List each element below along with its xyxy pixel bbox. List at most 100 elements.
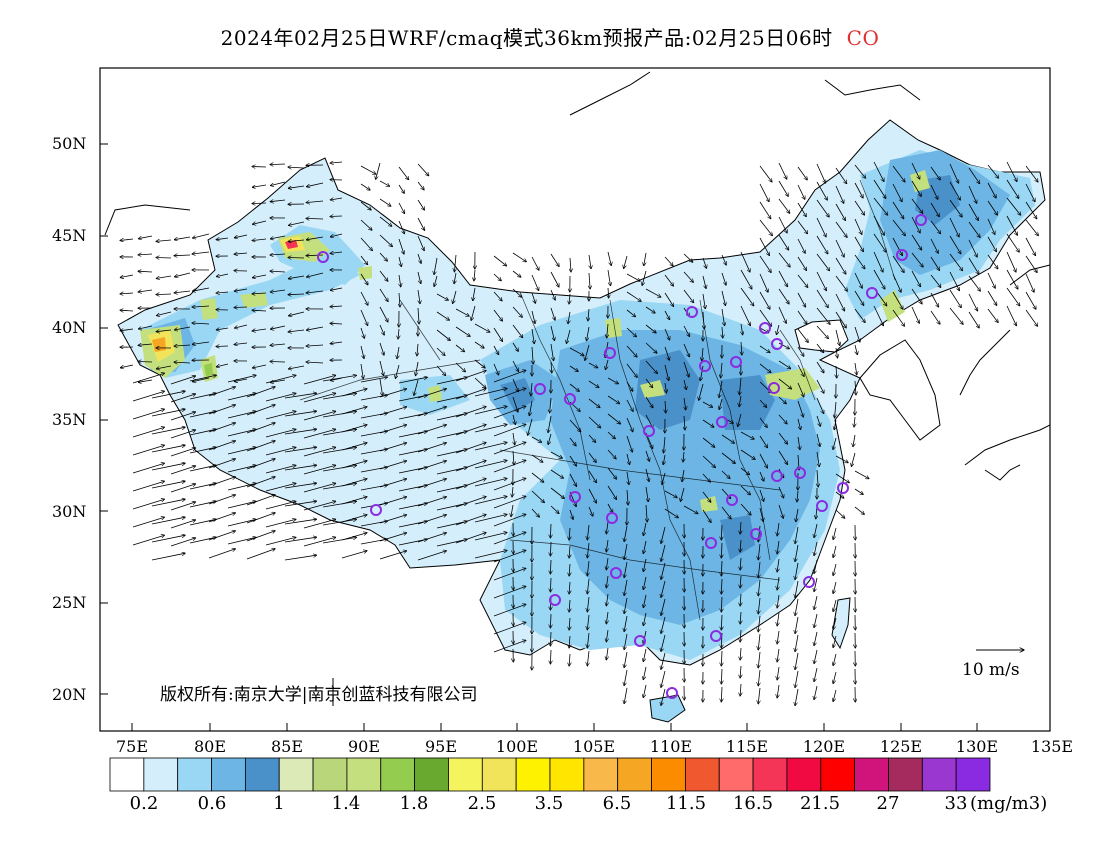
station-marker (816, 500, 828, 512)
station-marker (549, 594, 561, 606)
station-marker (771, 338, 783, 350)
map-frame (99, 67, 1051, 732)
colorbar-swatch (414, 757, 449, 792)
map-title: 2024年02月25日WRF/cmaq模式36km预报产品:02月25日06时 C… (0, 22, 1100, 51)
station-marker (370, 504, 382, 516)
colorbar-swatch (921, 757, 957, 792)
station-marker (610, 567, 622, 579)
colorbar-label: 6.5 (602, 793, 632, 814)
colorbar-swatch (854, 757, 889, 792)
lon-label: 130E (955, 737, 999, 756)
station-marker (759, 322, 771, 334)
station-marker (750, 528, 762, 540)
station-markers (317, 214, 927, 699)
station-marker (730, 356, 742, 368)
station-marker (686, 306, 698, 318)
station-marker (569, 491, 581, 503)
colorbar-swatch (888, 757, 923, 792)
colorbar-swatch (380, 757, 416, 792)
colorbar-label: 0.6 (197, 793, 227, 814)
lon-label: 95E (424, 737, 458, 756)
station-marker (606, 512, 618, 524)
colorbar-label: 1.4 (331, 793, 361, 814)
colorbar-swatch (481, 757, 517, 792)
colorbar-label: 3.5 (534, 793, 564, 814)
colorbar-swatch (515, 757, 551, 792)
station-marker (666, 687, 678, 699)
station-marker (634, 635, 646, 647)
map-body (104, 71, 1050, 723)
lon-label: 100E (495, 737, 539, 756)
lon-label: 125E (879, 737, 923, 756)
colorbar-swatch (786, 757, 822, 792)
station-marker (705, 537, 717, 549)
station-marker (643, 425, 655, 437)
colorbar-label: 21.5 (799, 793, 841, 814)
lon-label: 85E (270, 737, 304, 756)
station-marker (768, 382, 780, 394)
station-marker (716, 416, 728, 428)
colorbar-swatch (244, 757, 280, 792)
lon-label: 115E (725, 737, 769, 756)
lon-label: 90E (347, 737, 381, 756)
colorbar-swatch (752, 757, 788, 792)
lat-label: 50N (52, 134, 87, 153)
station-marker (915, 214, 927, 226)
title-main: 2024年02月25日WRF/cmaq模式36km预报产品:02月25日06时 (220, 26, 833, 50)
lat-label: 40N (52, 318, 87, 337)
colorbar-label: 16.5 (732, 793, 774, 814)
colorbar (109, 757, 991, 792)
colorbar-swatch (346, 757, 382, 792)
station-marker (896, 249, 908, 261)
lat-label: 35N (52, 410, 87, 429)
colorbar-swatch (109, 757, 145, 792)
station-marker (866, 287, 878, 299)
lat-label: 25N (52, 593, 87, 612)
lon-label: 120E (802, 737, 846, 756)
colorbar-swatch (211, 757, 246, 792)
colorbar-unit: (mg/m3) (970, 793, 1048, 814)
colorbar-swatch (820, 757, 856, 792)
lon-label: 105E (572, 737, 616, 756)
colorbar-swatch (718, 757, 754, 792)
colorbar-label: 0.2 (129, 793, 159, 814)
lon-label: 110E (649, 737, 693, 756)
colorbar-swatch (684, 757, 720, 792)
colorbar-label: 27 (876, 793, 900, 814)
colorbar-swatch (312, 757, 348, 792)
colorbar-swatch (549, 757, 585, 792)
station-marker (771, 470, 783, 482)
station-marker (317, 251, 329, 263)
colorbar-swatch (617, 757, 652, 792)
lat-label: 30N (52, 502, 87, 521)
station-marker (604, 347, 616, 359)
station-marker (534, 383, 546, 395)
station-marker (803, 576, 815, 588)
wind-vectors (120, 162, 1038, 706)
station-marker (564, 393, 576, 405)
colorbar-swatch (448, 757, 483, 792)
colorbar-swatch (583, 757, 619, 792)
copyright-text: 版权所有:南京大学|南京创蓝科技有限公司 (160, 685, 478, 705)
lon-label: 80E (193, 737, 227, 756)
colorbar-label: 1.8 (399, 793, 429, 814)
colorbar-swatch (278, 757, 314, 792)
colorbar-swatch (955, 757, 991, 792)
station-marker (726, 494, 738, 506)
station-marker (837, 482, 849, 494)
lat-label: 45N (52, 226, 87, 245)
colorbar-label: 11.5 (665, 793, 707, 814)
colorbar-label: 1 (273, 793, 285, 814)
lon-label: 135E (1030, 737, 1074, 756)
title-species: CO (846, 26, 880, 50)
colorbar-label: 33 (944, 793, 968, 814)
wind-reference-label: 10 m/s (962, 660, 1020, 680)
colorbar-swatch (143, 757, 179, 792)
lon-label: 75E (115, 737, 149, 756)
station-marker (794, 467, 806, 479)
station-marker (699, 360, 711, 372)
lat-label: 20N (52, 685, 87, 704)
colorbar-label: 2.5 (467, 793, 497, 814)
colorbar-swatch (651, 757, 686, 792)
